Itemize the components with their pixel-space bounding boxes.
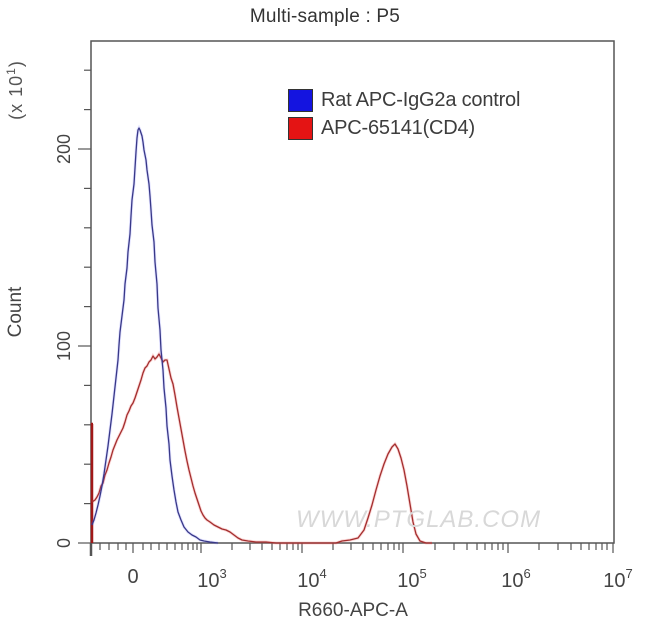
legend-swatch-red — [288, 116, 313, 140]
x-tick-exp: 3 — [219, 566, 227, 581]
x-axis-ticks — [89, 543, 614, 556]
legend-item-cd4: APC-65141(CD4) — [288, 114, 520, 142]
y-axis-ticks — [78, 69, 91, 544]
x-tick-base: 10 — [397, 570, 420, 592]
x-tick-label-0: 0 — [127, 566, 138, 589]
legend-swatch-blue — [288, 88, 313, 112]
x-tick-base: 10 — [501, 570, 524, 592]
x-tick-label-1e7: 107 — [603, 566, 632, 593]
chart-title: Multi-sample : P5 — [249, 6, 401, 27]
x-axis-label: R660-APC-A — [298, 600, 408, 621]
x-tick-label-1e6: 106 — [501, 566, 530, 593]
x-tick-exp: 7 — [625, 566, 633, 581]
legend-label-control: Rat APC-IgG2a control — [321, 88, 521, 111]
plot-frame — [90, 40, 615, 544]
series-rat-apc-igg2a-control — [90, 124, 219, 545]
x-tick-base: 10 — [197, 570, 220, 592]
legend: Rat APC-IgG2a control APC-65141(CD4) — [288, 86, 520, 142]
x-tick-base: 10 — [603, 570, 626, 592]
x-tick-label-1e4: 104 — [297, 566, 326, 593]
x-tick-exp: 5 — [419, 566, 427, 581]
x-tick-base: 10 — [297, 570, 320, 592]
legend-label-cd4: APC-65141(CD4) — [321, 116, 475, 139]
watermark: WWW.PTGLAB.COM — [296, 506, 542, 533]
x-tick-base: 0 — [127, 566, 139, 588]
series-apc-65141-cd4 — [90, 351, 432, 545]
x-tick-label-1e5: 105 — [397, 566, 426, 593]
legend-item-control: Rat APC-IgG2a control — [288, 86, 520, 114]
x-tick-exp: 4 — [319, 566, 327, 581]
x-tick-exp: 6 — [523, 566, 531, 581]
x-tick-label-1e3: 103 — [197, 566, 226, 593]
